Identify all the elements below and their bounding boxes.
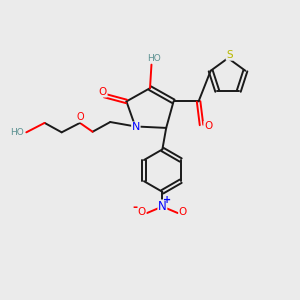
Text: O: O xyxy=(138,207,146,218)
Text: O: O xyxy=(76,112,84,122)
Text: S: S xyxy=(226,50,233,60)
Text: O: O xyxy=(99,87,107,97)
Text: HO: HO xyxy=(148,54,161,63)
Text: HO: HO xyxy=(10,128,24,137)
Text: N: N xyxy=(158,200,167,213)
Text: +: + xyxy=(163,195,171,205)
Text: N: N xyxy=(132,122,140,132)
Text: O: O xyxy=(204,122,212,131)
Text: -: - xyxy=(132,201,137,214)
Text: O: O xyxy=(179,207,187,218)
